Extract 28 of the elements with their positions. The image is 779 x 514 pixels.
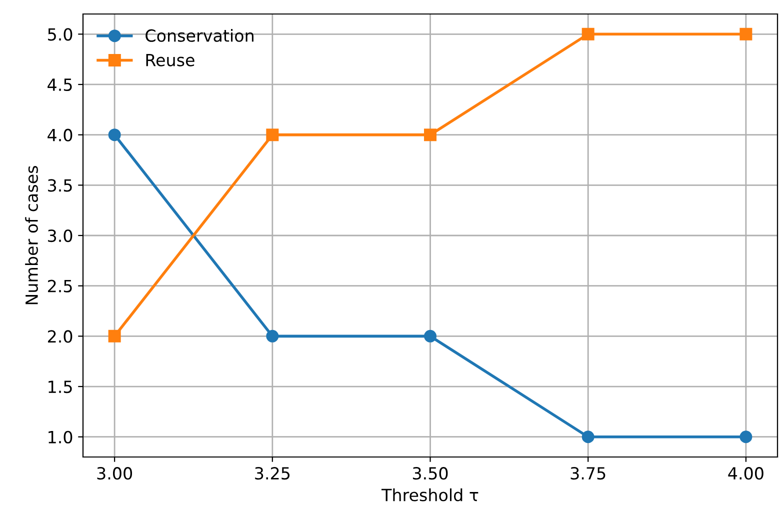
y-tick-label: 4.0 (48, 128, 72, 142)
x-tick-label: 3.00 (97, 467, 132, 480)
point (108, 330, 121, 342)
y-tick-label: 3.5 (48, 179, 72, 192)
y-axis-title: Number of cases (25, 166, 38, 304)
point (108, 128, 121, 142)
x-axis-title: Threshold τ (381, 488, 478, 502)
y-tick-label: 2.0 (48, 330, 72, 343)
x-tick-label: 4.00 (728, 467, 764, 480)
point (582, 28, 594, 40)
point (266, 128, 279, 142)
y-tick-label: 1.0 (48, 430, 72, 444)
point (582, 430, 594, 444)
x-tick-label: 3.50 (412, 467, 448, 480)
point (424, 330, 436, 342)
legend-label: Conservation (146, 29, 254, 42)
x-tick-label: 3.25 (255, 467, 290, 480)
x-tick-label: 3.75 (570, 467, 606, 480)
point (424, 128, 436, 142)
legend-label: Reuse (146, 54, 194, 66)
y-tick-label: 5.0 (48, 28, 72, 41)
y-tick-label: 2.5 (48, 280, 72, 292)
y-tick-label: 3.0 (48, 229, 72, 242)
y-tick-label: 1.5 (48, 380, 72, 394)
point (740, 28, 752, 40)
point (740, 430, 752, 444)
point (266, 330, 279, 342)
y-tick-label: 4.5 (48, 78, 72, 92)
